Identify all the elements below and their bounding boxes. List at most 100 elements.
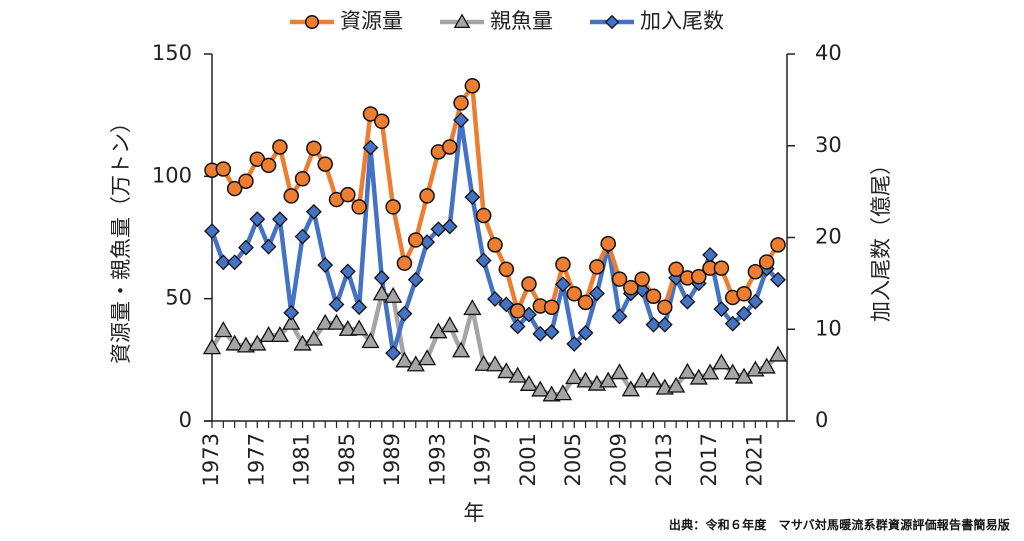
series-markers-資源量 [204, 78, 786, 319]
legend-label: 加入尾数 [640, 9, 724, 33]
data-point [577, 294, 594, 311]
data-point [487, 291, 503, 307]
data-point [361, 332, 380, 349]
legend-item-0: 資源量 [290, 9, 403, 33]
data-point [713, 260, 730, 276]
data-point [645, 288, 662, 304]
data-point [475, 207, 492, 224]
data-point [610, 363, 629, 380]
data-point [736, 305, 752, 322]
legend: 資源量 親魚量 加入尾数 [290, 9, 724, 33]
data-point [351, 199, 367, 215]
data-point [600, 235, 616, 252]
data-point [214, 321, 233, 338]
x-tick-label: 1981 [290, 433, 314, 486]
data-point [226, 254, 243, 271]
y-tick-label: 0 [179, 408, 192, 432]
legend-label: 資源量 [340, 9, 403, 33]
data-point [553, 384, 573, 401]
data-point [645, 316, 662, 333]
legend-marker-triangle-icon [453, 13, 471, 29]
data-point [464, 78, 481, 94]
data-point [339, 263, 356, 280]
data-point [238, 173, 254, 189]
data-point [768, 345, 788, 362]
data-point [317, 156, 333, 172]
y2-tick-label: 0 [815, 408, 828, 432]
data-point [215, 161, 232, 177]
y2-tick-label: 20 [815, 225, 842, 249]
data-point [396, 255, 413, 271]
data-point [260, 238, 277, 255]
y2-axis-title: 加入尾数（億尾） [869, 154, 893, 322]
data-point [487, 237, 503, 253]
data-point [396, 305, 413, 322]
x-tick-label: 2005 [561, 433, 585, 486]
data-point [521, 276, 537, 292]
series-markers-加入尾数 [204, 112, 786, 362]
data-point [372, 284, 391, 301]
data-point [770, 271, 786, 288]
data-point [509, 303, 526, 319]
data-point [543, 324, 560, 340]
y2-tick-label: 10 [815, 316, 842, 340]
legend-item-2: 加入尾数 [590, 9, 724, 33]
data-point [249, 211, 266, 228]
data-point [385, 345, 402, 362]
data-point [611, 271, 628, 287]
x-tick-label: 1993 [425, 433, 449, 486]
data-point [306, 140, 322, 156]
data-point [723, 363, 742, 380]
y-tick-label: 150 [152, 41, 192, 65]
data-point [757, 357, 776, 374]
data-point [305, 203, 322, 220]
data-point [566, 286, 582, 302]
data-point [441, 218, 458, 235]
data-point [577, 325, 594, 341]
data-point [565, 368, 584, 385]
data-point [634, 271, 650, 287]
data-point [385, 199, 401, 215]
x-tick-label: 1997 [471, 433, 495, 486]
data-point [747, 264, 764, 280]
data-point [362, 106, 379, 122]
data-point [351, 299, 368, 316]
x-tick-label: 2001 [516, 433, 540, 486]
data-point [453, 112, 469, 128]
data-point [441, 139, 458, 155]
legend-label: 親魚量 [490, 9, 553, 33]
data-point [498, 296, 515, 313]
data-point [225, 334, 244, 351]
data-point [576, 371, 595, 388]
data-point [566, 336, 583, 352]
y2-tick-label: 40 [815, 41, 842, 65]
data-point [555, 256, 571, 273]
data-point [463, 299, 482, 316]
x-tick-label: 2009 [607, 433, 631, 486]
y-tick-label: 50 [165, 286, 192, 310]
data-point [373, 269, 390, 286]
data-point [383, 286, 403, 303]
data-point [588, 285, 605, 302]
data-point [270, 326, 290, 343]
data-point [260, 157, 277, 174]
data-point [497, 362, 516, 379]
data-point [283, 304, 300, 321]
data-point [657, 299, 673, 315]
data-point [644, 371, 663, 388]
source-note: 出典：令和６年度 マサバ対馬暖流系群資源評価報告書簡易版 [668, 518, 1010, 532]
data-point [621, 380, 640, 397]
data-point [316, 313, 335, 330]
data-point [508, 366, 527, 383]
data-point [408, 232, 424, 248]
data-point [475, 252, 492, 269]
y-tick-label: 100 [152, 163, 192, 187]
data-point [451, 341, 471, 358]
data-point [611, 308, 628, 325]
data-point [485, 355, 505, 372]
data-point [327, 313, 346, 330]
data-point [350, 319, 369, 336]
x-tick-label: 1985 [335, 433, 359, 486]
data-point [464, 189, 481, 206]
